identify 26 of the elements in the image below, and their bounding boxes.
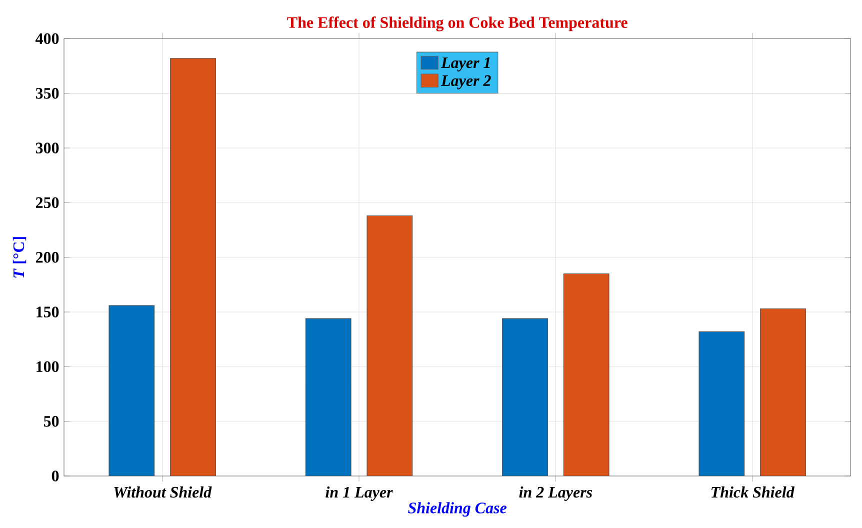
y-tick-label: 150 <box>36 306 59 318</box>
bar <box>698 331 745 476</box>
bar <box>502 318 548 476</box>
bar <box>108 305 155 476</box>
x-tick-label: Thick Shield <box>712 486 795 498</box>
y-tick-label: 350 <box>36 88 59 99</box>
bar <box>366 216 413 476</box>
bar <box>563 273 610 476</box>
x-tick-label: Without Shield <box>114 486 212 498</box>
x-tick-label: in 2 Layers <box>519 486 592 501</box>
y-tick-label: 250 <box>36 197 59 208</box>
y-tick-label: 50 <box>44 416 59 427</box>
y-axis-title: T [°C] <box>12 237 26 278</box>
bar <box>170 58 216 476</box>
y-tick-label: 200 <box>36 252 59 263</box>
x-axis-title: Shielding Case <box>408 502 507 517</box>
legend-label: Layer 1 <box>440 57 490 72</box>
y-tick-label: 100 <box>36 361 59 372</box>
x-tick-label: in 1 Layer <box>326 486 393 501</box>
y-tick-label: 0 <box>52 470 59 482</box>
chart-title: The Effect of Shielding on Coke Bed Temperature <box>287 16 628 32</box>
bar <box>760 308 806 476</box>
bar <box>305 318 352 476</box>
legend-label: Layer 2 <box>440 75 491 90</box>
y-tick-label: 300 <box>36 142 59 154</box>
y-tick-label: 400 <box>36 33 59 44</box>
